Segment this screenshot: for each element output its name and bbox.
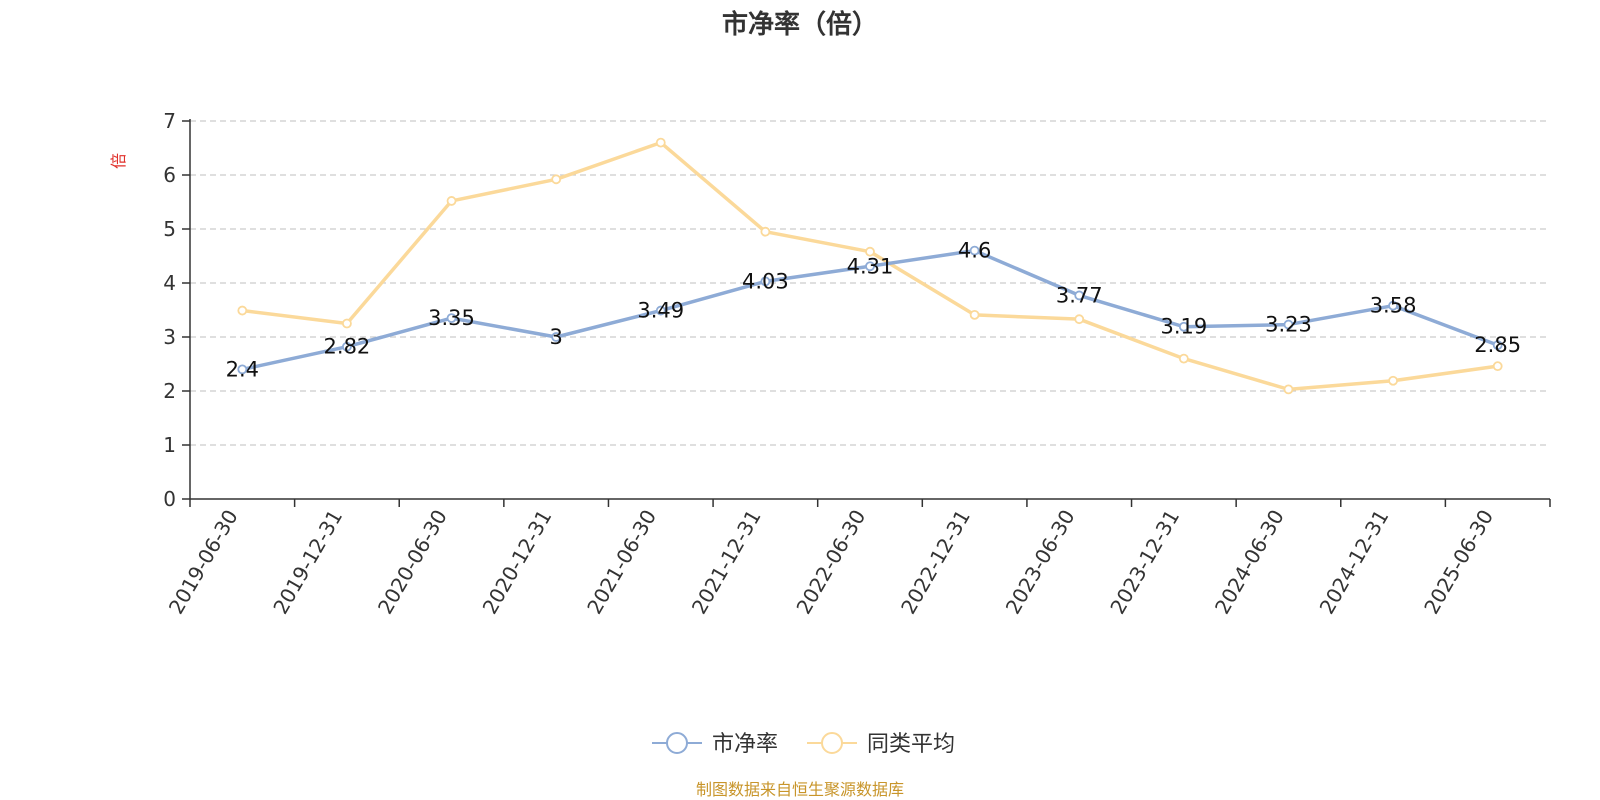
data-labels: 2.4 2.82 3.35 3 3.49 4.03 4.31 4.6 3.77 3.19 3.23 3… <box>226 239 1521 382</box>
y-tick-label: 3 <box>163 325 176 349</box>
data-point <box>760 226 771 237</box>
x-tick-labels: 2019-06-30 2019-12-31 2020-06-30 2020-12-31… <box>164 506 1498 619</box>
x-tick-label: 2019-12-31 <box>268 506 347 619</box>
data-label: 4.6 <box>958 239 991 263</box>
data-point <box>969 309 980 320</box>
data-point <box>1074 290 1085 301</box>
data-point <box>1074 314 1085 325</box>
legend-label: 市净率 <box>712 732 778 757</box>
data-point <box>446 196 457 206</box>
x-tick-label: 2021-12-31 <box>687 506 766 619</box>
series-peer-average <box>237 137 1503 395</box>
data-point <box>551 332 562 342</box>
x-tick-label: 2023-12-31 <box>1105 506 1184 619</box>
source-note: 制图数据来自恒生聚源数据库 <box>695 780 904 799</box>
data-label: 4.31 <box>847 254 894 278</box>
x-tick-label: 2021-06-30 <box>582 506 661 619</box>
data-label: 3.58 <box>1370 294 1417 318</box>
x-tick-label: 2020-06-30 <box>373 506 452 619</box>
x-tick-label: 2025-06-30 <box>1419 506 1498 619</box>
data-point <box>1283 384 1294 395</box>
data-label: 3.77 <box>1056 283 1103 307</box>
data-point <box>865 246 875 257</box>
y-tick-label: 4 <box>163 271 176 295</box>
data-label: 2.85 <box>1474 333 1521 357</box>
data-point <box>760 276 771 287</box>
data-point <box>969 245 980 256</box>
data-label: 3.19 <box>1160 315 1207 339</box>
legend: 市净率 同类平均 <box>652 732 955 757</box>
data-point <box>1492 361 1503 372</box>
y-tick-labels: 0 1 2 3 4 5 6 7 <box>163 109 176 511</box>
line-chart: 倍 0 1 2 3 4 5 6 7 2019-06-30 2019-12-31 2020-06-3… <box>109 109 1551 757</box>
data-point <box>655 305 666 316</box>
x-tick-label: 2024-06-30 <box>1210 506 1289 619</box>
data-point <box>446 313 457 324</box>
x-tick-label: 2023-06-30 <box>1001 506 1080 619</box>
data-point <box>1283 319 1294 330</box>
data-point <box>865 261 875 272</box>
y-axis-label: 倍 <box>109 153 128 169</box>
data-label: 3 <box>549 325 562 349</box>
y-tick-label: 6 <box>163 163 176 187</box>
chart-title: 市净率（倍） <box>721 10 878 40</box>
data-point <box>551 174 562 185</box>
legend-item-pb: 市净率 <box>652 732 778 757</box>
legend-circle-icon <box>821 732 843 754</box>
axes <box>182 119 1551 507</box>
x-tick-label: 2024-12-31 <box>1315 506 1394 619</box>
y-tick-label: 7 <box>163 109 176 133</box>
x-tick-label: 2019-06-30 <box>164 506 243 619</box>
series-layer <box>237 137 1503 395</box>
y-tick-label: 1 <box>163 433 176 457</box>
y-tick-label: 0 <box>163 487 176 511</box>
data-label: 3.49 <box>637 299 684 323</box>
data-point <box>1178 353 1189 364</box>
series-pb <box>237 245 1503 375</box>
y-tick-label: 5 <box>163 217 176 241</box>
data-label: 2.82 <box>324 335 371 359</box>
y-tick-label: 2 <box>163 379 176 403</box>
data-label: 2.4 <box>226 357 259 381</box>
data-label: 3.35 <box>428 306 475 330</box>
data-point <box>655 137 666 148</box>
x-tick-label: 2020-12-31 <box>478 506 557 619</box>
data-point <box>1178 321 1189 332</box>
x-tick-label: 2022-12-31 <box>896 506 975 619</box>
legend-circle-icon <box>666 732 688 754</box>
legend-item-peer-average: 同类平均 <box>807 732 955 757</box>
data-point <box>1388 375 1398 386</box>
data-point <box>237 364 248 375</box>
data-point <box>1492 340 1503 351</box>
data-label: 4.03 <box>742 269 789 293</box>
legend-label: 同类平均 <box>867 732 955 757</box>
data-point <box>342 318 352 329</box>
data-point <box>342 341 352 352</box>
data-label: 3.23 <box>1265 313 1312 337</box>
x-tick-label: 2022-06-30 <box>791 506 870 619</box>
data-point <box>1388 300 1398 311</box>
data-point <box>237 305 248 316</box>
grid-lines <box>190 120 1550 446</box>
